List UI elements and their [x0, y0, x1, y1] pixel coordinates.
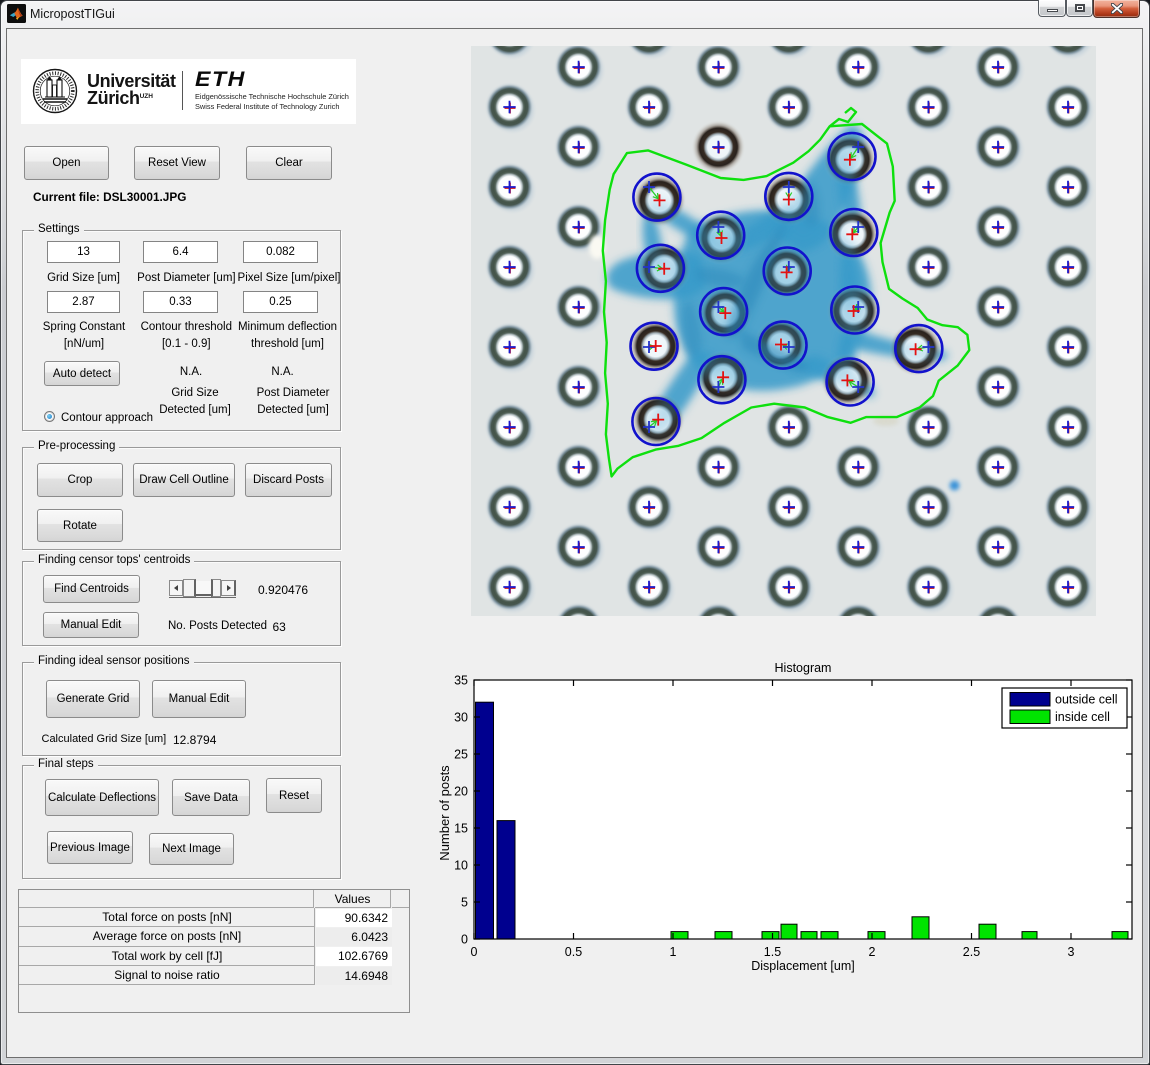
svg-text:Histogram: Histogram — [775, 661, 832, 675]
svg-text:35: 35 — [454, 674, 468, 688]
svg-text:0: 0 — [461, 933, 468, 947]
svg-text:Number of posts: Number of posts — [437, 765, 452, 861]
svg-text:10: 10 — [454, 859, 468, 873]
svg-text:2: 2 — [869, 945, 876, 959]
svg-text:inside cell: inside cell — [1055, 710, 1110, 724]
svg-text:20: 20 — [454, 785, 468, 799]
svg-text:1.5: 1.5 — [764, 945, 781, 959]
svg-text:2.5: 2.5 — [963, 945, 980, 959]
svg-text:5: 5 — [461, 896, 468, 910]
svg-text:3: 3 — [1068, 945, 1075, 959]
svg-text:outside cell: outside cell — [1055, 693, 1118, 707]
svg-text:1: 1 — [670, 945, 677, 959]
svg-text:15: 15 — [454, 822, 468, 836]
svg-text:Displacement [um]: Displacement [um] — [751, 959, 855, 973]
svg-text:25: 25 — [454, 748, 468, 762]
svg-text:30: 30 — [454, 711, 468, 725]
svg-text:0: 0 — [471, 945, 478, 959]
svg-text:0.5: 0.5 — [565, 945, 582, 959]
